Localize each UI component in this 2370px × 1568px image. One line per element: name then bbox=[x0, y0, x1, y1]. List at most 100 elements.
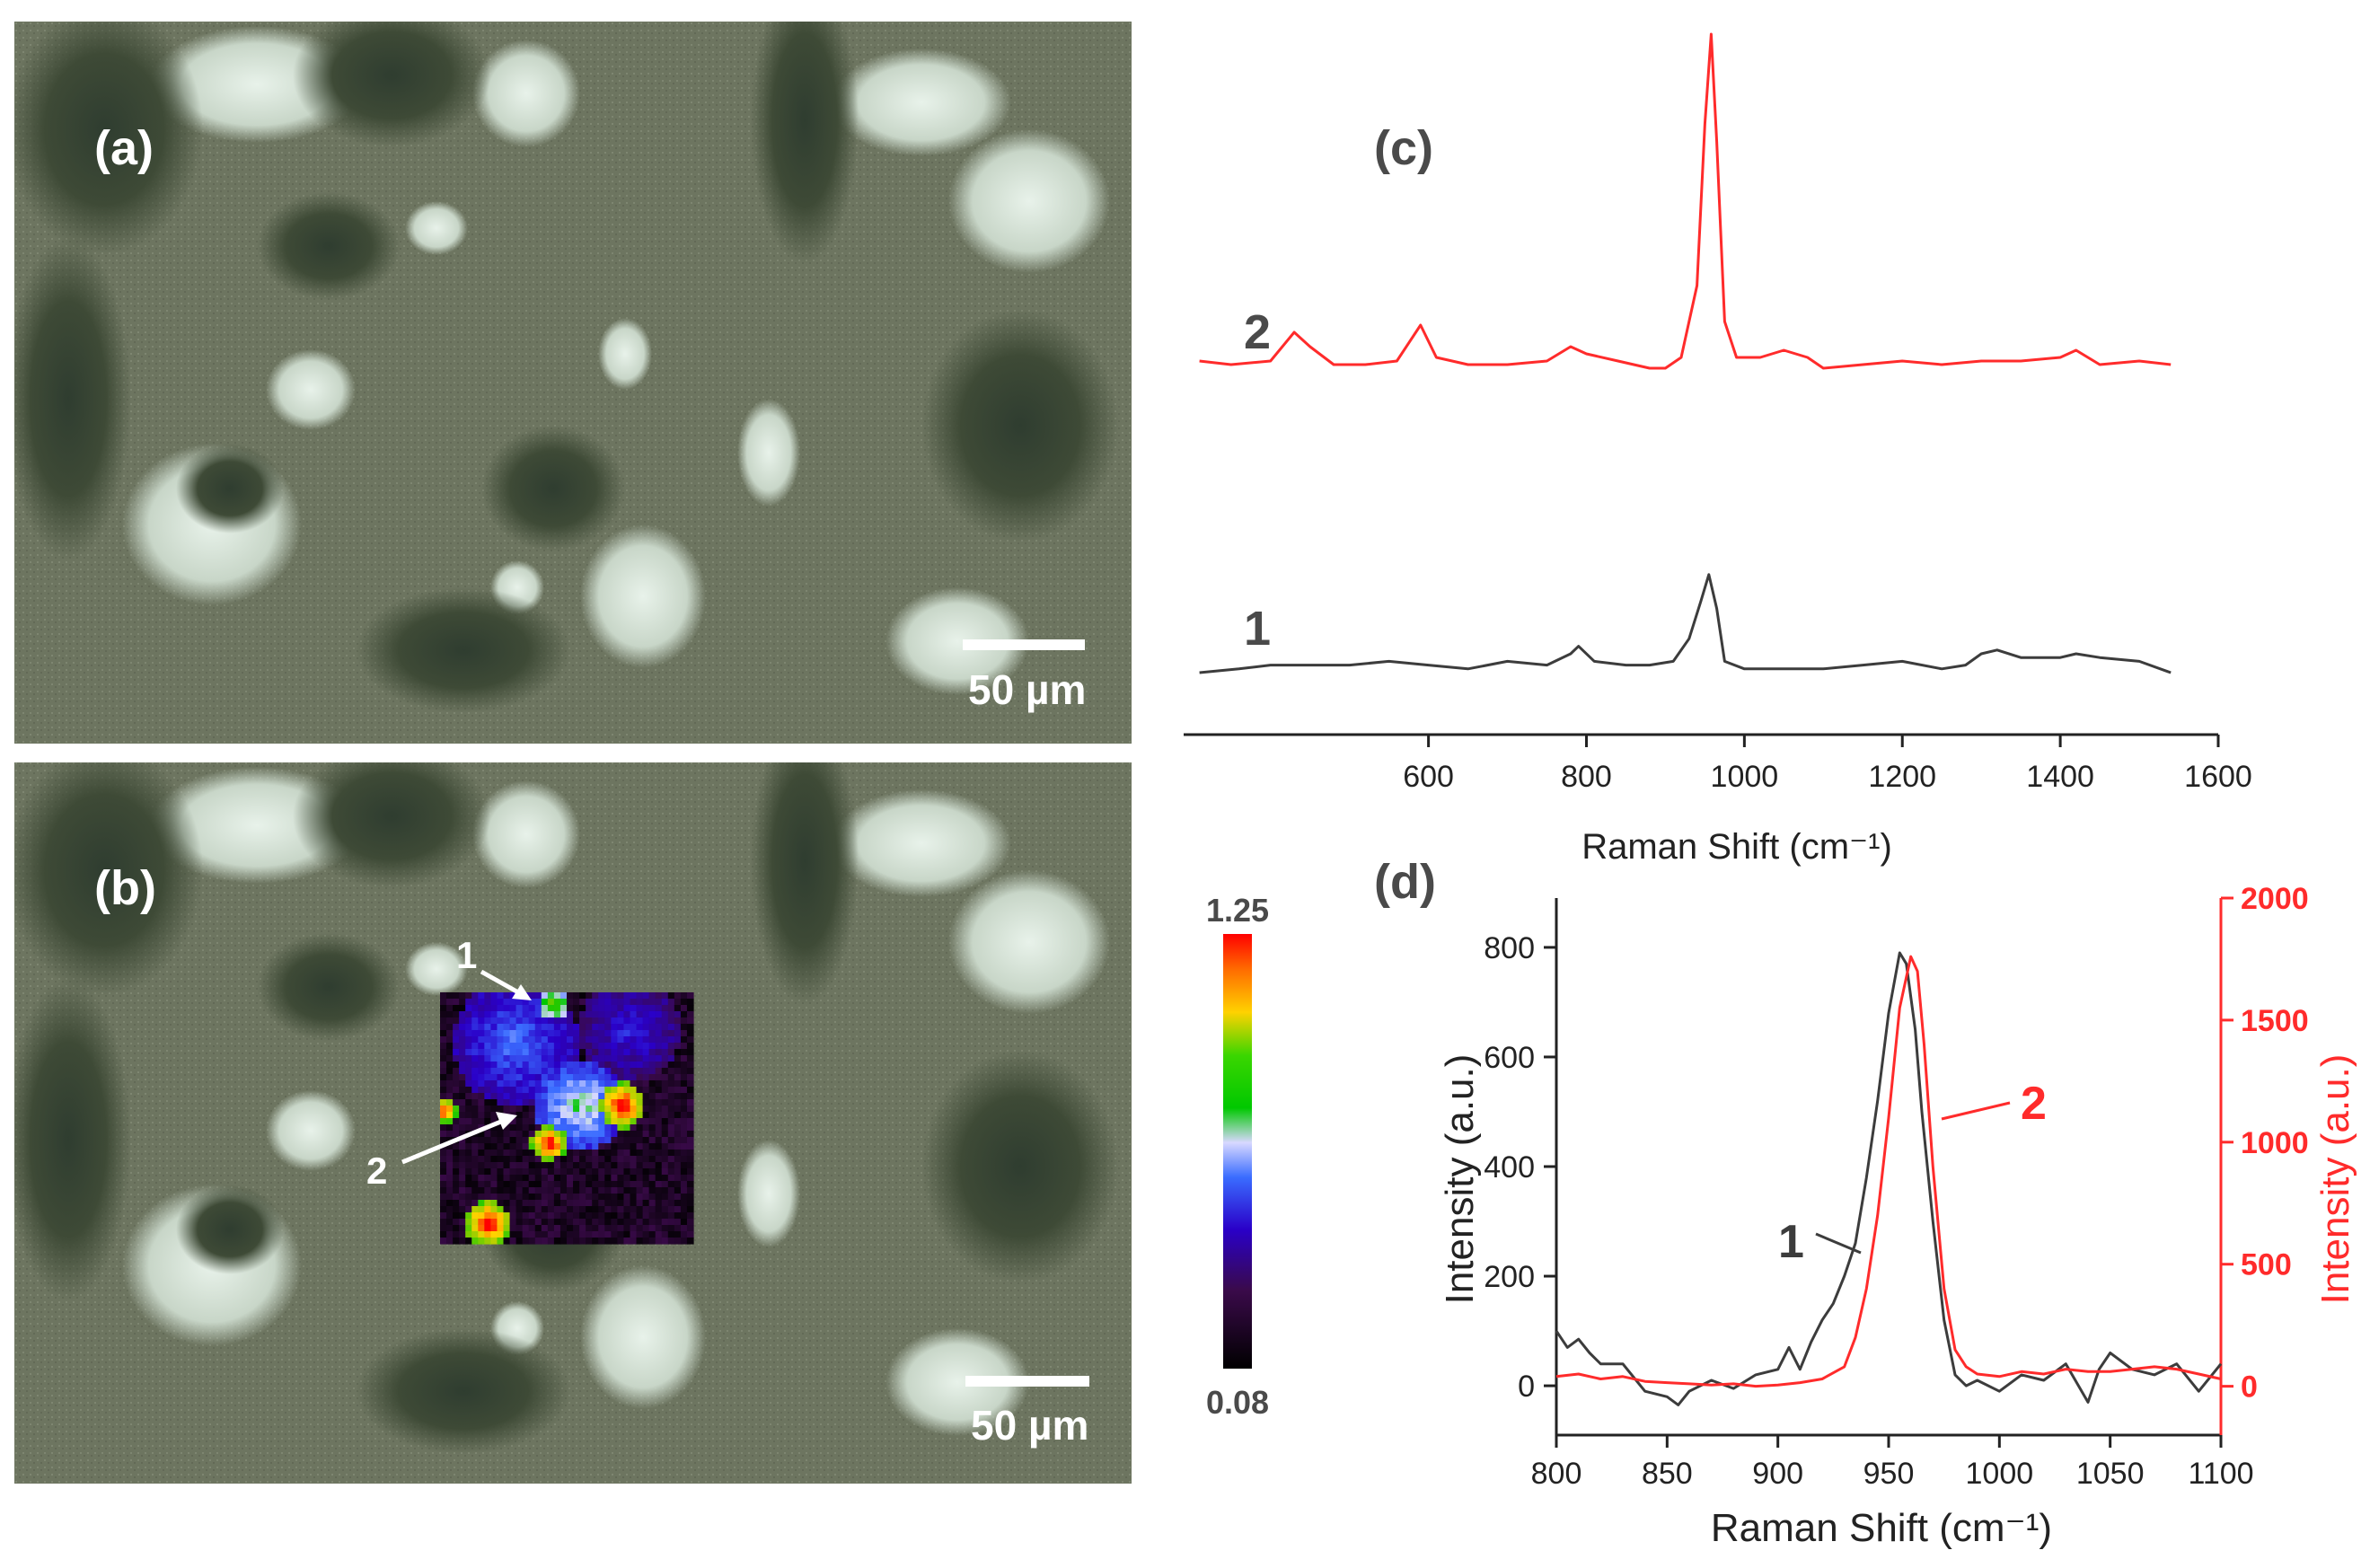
map-pixel bbox=[623, 1112, 631, 1119]
map-pixel bbox=[617, 1043, 625, 1050]
map-pixel bbox=[559, 1074, 568, 1081]
map-pixel bbox=[497, 1043, 505, 1050]
map-pixel bbox=[655, 1124, 663, 1132]
map-pixel bbox=[541, 1194, 549, 1201]
map-pixel bbox=[515, 1049, 524, 1056]
map-pixel bbox=[636, 1187, 644, 1194]
map-pixel bbox=[686, 1225, 694, 1232]
map-pixel bbox=[484, 1175, 491, 1182]
map-pixel bbox=[604, 1030, 612, 1037]
map-pixel bbox=[459, 1194, 466, 1201]
map-pixel bbox=[459, 1068, 466, 1075]
map-pixel bbox=[484, 1011, 491, 1018]
map-pixel bbox=[617, 1030, 625, 1037]
dark-pore-14 bbox=[751, 762, 859, 1005]
map-pixel bbox=[446, 1175, 454, 1182]
map-pixel bbox=[567, 1219, 574, 1226]
map-pixel bbox=[497, 1238, 505, 1245]
map-pixel bbox=[522, 1074, 530, 1081]
map-pixel bbox=[559, 1099, 568, 1106]
map-pixel bbox=[515, 1005, 524, 1012]
map-pixel bbox=[630, 1162, 638, 1169]
map-pixel bbox=[567, 1011, 574, 1018]
map-pixel bbox=[453, 1194, 460, 1201]
map-pixel bbox=[509, 992, 517, 1000]
map-pixel bbox=[446, 1118, 454, 1125]
map-pixel bbox=[509, 1068, 517, 1075]
map-pixel bbox=[534, 1024, 542, 1031]
map-pixel bbox=[559, 1143, 568, 1150]
map-pixel bbox=[478, 1131, 485, 1138]
map-pixel bbox=[630, 1049, 638, 1056]
map-pixel bbox=[661, 1011, 669, 1018]
map-pixel bbox=[655, 1156, 663, 1163]
map-pixel bbox=[478, 1143, 485, 1150]
map-pixel bbox=[446, 1112, 454, 1119]
map-pixel bbox=[478, 1087, 485, 1094]
map-pixel bbox=[471, 1049, 479, 1056]
map-pixel bbox=[547, 1087, 555, 1094]
map-pixel bbox=[617, 999, 625, 1006]
map-pixel bbox=[553, 1005, 561, 1012]
map-pixel bbox=[459, 1168, 466, 1176]
map-pixel bbox=[559, 1024, 568, 1031]
map-pixel bbox=[484, 999, 491, 1006]
map-pixel bbox=[674, 1074, 682, 1081]
map-pixel bbox=[478, 1150, 485, 1157]
map-pixel bbox=[617, 1106, 625, 1113]
map-pixel bbox=[534, 1124, 542, 1132]
map-pixel bbox=[528, 1055, 536, 1062]
map-pixel bbox=[648, 1099, 656, 1106]
map-pixel bbox=[655, 1017, 663, 1025]
map-pixel bbox=[598, 1106, 605, 1113]
map-pixel bbox=[630, 1206, 638, 1213]
map-pixel bbox=[440, 1238, 447, 1245]
map-pixel bbox=[509, 1005, 517, 1012]
map-pixel bbox=[497, 999, 505, 1006]
map-pixel bbox=[623, 992, 631, 1000]
map-pixel bbox=[661, 1219, 669, 1226]
map-pixel bbox=[553, 1137, 561, 1144]
map-pixel bbox=[515, 1074, 524, 1081]
map-pixel bbox=[655, 992, 663, 1000]
map-pixel bbox=[630, 1036, 638, 1044]
map-pixel bbox=[471, 1143, 479, 1150]
map-pixel bbox=[567, 1124, 574, 1132]
map-pixel bbox=[465, 1068, 472, 1075]
map-pixel bbox=[490, 992, 498, 1000]
map-pixel bbox=[674, 1187, 682, 1194]
map-pixel bbox=[617, 1150, 625, 1157]
map-pixel bbox=[534, 1074, 542, 1081]
map-pixel bbox=[630, 1137, 638, 1144]
map-pixel bbox=[497, 1024, 505, 1031]
map-pixel bbox=[680, 1143, 688, 1150]
map-pixel bbox=[630, 1175, 638, 1182]
map-pixel bbox=[541, 1011, 549, 1018]
map-pixel bbox=[446, 1017, 454, 1025]
map-pixel bbox=[553, 1068, 561, 1075]
map-pixel bbox=[667, 1049, 675, 1056]
map-pixel bbox=[642, 1049, 650, 1056]
map-pixel bbox=[440, 1156, 447, 1163]
map-pixel bbox=[579, 1175, 586, 1182]
map-pixel bbox=[440, 1206, 447, 1213]
map-pixel bbox=[636, 1219, 644, 1226]
map-pixel bbox=[541, 1099, 549, 1106]
map-pixel bbox=[661, 1124, 669, 1132]
map-pixel bbox=[674, 1181, 682, 1188]
map-pixel bbox=[528, 992, 536, 1000]
map-pixel bbox=[630, 1106, 638, 1113]
x-tick-label: 800 bbox=[1531, 1457, 1582, 1491]
map-pixel bbox=[547, 1011, 555, 1018]
map-pixel bbox=[579, 1087, 586, 1094]
map-pixel bbox=[503, 1143, 511, 1150]
map-pixel bbox=[446, 1011, 454, 1018]
map-pixel bbox=[655, 1225, 663, 1232]
map-pixel bbox=[655, 1200, 663, 1207]
map-pixel bbox=[655, 1074, 663, 1081]
map-pixel bbox=[453, 1024, 460, 1031]
map-pixel bbox=[471, 1212, 479, 1220]
map-pixel bbox=[567, 1156, 574, 1163]
map-pixel bbox=[484, 1162, 491, 1169]
map-pixel bbox=[534, 992, 542, 1000]
